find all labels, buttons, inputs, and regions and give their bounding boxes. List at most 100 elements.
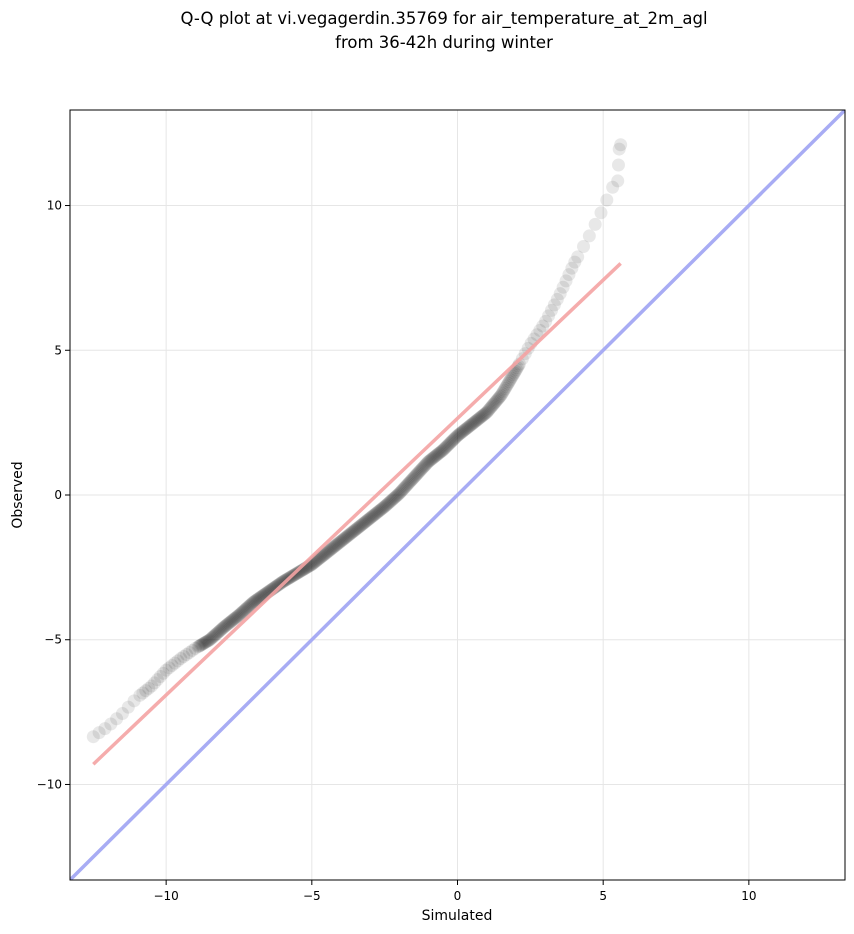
quantile-point — [424, 453, 438, 467]
quantile-point — [452, 427, 466, 441]
quantile-point — [417, 460, 431, 474]
quantile-point — [400, 478, 414, 492]
quantile-point — [198, 635, 212, 649]
quantile-point — [493, 390, 507, 404]
quantile-point — [208, 629, 222, 643]
quantile-point — [486, 398, 500, 412]
quantile-point — [385, 493, 399, 507]
quantile-point — [209, 628, 223, 642]
quantile-point — [450, 429, 464, 443]
quantile-point — [348, 523, 362, 537]
quantile-point — [241, 600, 255, 614]
quantile-point — [393, 486, 407, 500]
quantile-point — [468, 415, 482, 429]
quantile-point — [350, 521, 364, 535]
quantile-point — [499, 380, 513, 394]
quantile-point — [437, 442, 451, 456]
quantile-point — [489, 394, 503, 408]
x-axis-label: Simulated — [422, 908, 493, 924]
quantile-point — [474, 410, 488, 424]
quantile-point — [594, 206, 608, 220]
quantile-point — [413, 463, 427, 477]
quantile-point — [373, 504, 387, 518]
quantile-point — [249, 593, 263, 607]
quantile-point — [402, 476, 416, 490]
quantile-point — [165, 659, 179, 672]
quantile-point — [384, 494, 398, 508]
quantile-point — [415, 462, 429, 476]
quantile-point — [483, 402, 497, 416]
x-tick-label: −5 — [303, 889, 321, 903]
quantile-point — [352, 520, 366, 534]
quantile-point — [462, 419, 476, 433]
quantile-point — [422, 454, 436, 468]
quantile-point — [223, 615, 237, 629]
quantile-point — [406, 471, 420, 485]
quantile-point — [239, 602, 253, 616]
quantile-point — [439, 440, 453, 454]
quantile-point — [612, 142, 626, 156]
quantile-point — [235, 605, 249, 619]
quantile-point — [571, 250, 585, 264]
quantile-point — [188, 641, 202, 655]
quantile-point — [479, 406, 493, 420]
quantile-point — [418, 459, 432, 473]
quantile-point — [353, 519, 367, 533]
quantile-point — [390, 489, 404, 503]
quantile-point — [220, 618, 234, 632]
quantile-point — [606, 180, 620, 194]
quantile-point — [92, 726, 106, 740]
quantile-point — [374, 503, 388, 517]
quantile-point — [366, 509, 380, 523]
quantile-point — [395, 483, 409, 497]
quantile-point — [341, 529, 355, 543]
quantile-point — [231, 609, 245, 623]
quantile-point — [247, 595, 261, 609]
quantile-point — [222, 616, 236, 630]
chart-title-line2: from 36-42h during winter — [335, 33, 553, 52]
quantile-point — [495, 387, 509, 401]
quantile-point — [475, 409, 489, 423]
quantile-point — [485, 399, 499, 413]
quantile-point — [459, 422, 473, 436]
quantile-point — [360, 513, 374, 527]
quantile-point — [387, 491, 401, 505]
quantile-point — [443, 436, 457, 450]
quantile-point — [412, 464, 426, 478]
quantile-point — [476, 409, 490, 423]
quantile-point — [104, 717, 118, 731]
quantile-point — [315, 550, 329, 564]
quantile-point — [372, 504, 386, 518]
quantile-point — [194, 638, 208, 652]
quantile-point — [433, 446, 447, 460]
quantile-point — [484, 400, 498, 414]
quantile-point — [376, 501, 390, 515]
quantile-point — [497, 383, 511, 397]
quantile-point — [354, 518, 368, 532]
quantile-point — [398, 480, 412, 494]
quantile-point — [562, 268, 576, 282]
quantile-point — [359, 514, 373, 528]
quantile-point — [364, 511, 378, 525]
quantile-point — [326, 541, 340, 555]
identity-line — [70, 110, 845, 880]
quantile-point — [174, 652, 188, 666]
quantile-point — [410, 467, 424, 481]
quantile-point — [391, 488, 405, 502]
quantile-point — [243, 598, 257, 612]
quantile-point — [230, 610, 244, 624]
quantile-point — [221, 617, 235, 631]
quantile-point — [250, 592, 264, 606]
quantile-point — [153, 670, 167, 683]
quantile-point — [491, 392, 505, 406]
quantile-point — [386, 492, 400, 506]
quantile-point — [441, 438, 455, 452]
x-tick-label: 0 — [454, 889, 462, 903]
quantile-point — [192, 639, 206, 653]
quantile-point — [430, 448, 444, 462]
quantile-point — [319, 546, 333, 560]
quantile-point — [115, 707, 129, 721]
quantile-point — [335, 534, 349, 548]
quantile-point — [408, 469, 422, 483]
quantile-point — [206, 629, 220, 643]
